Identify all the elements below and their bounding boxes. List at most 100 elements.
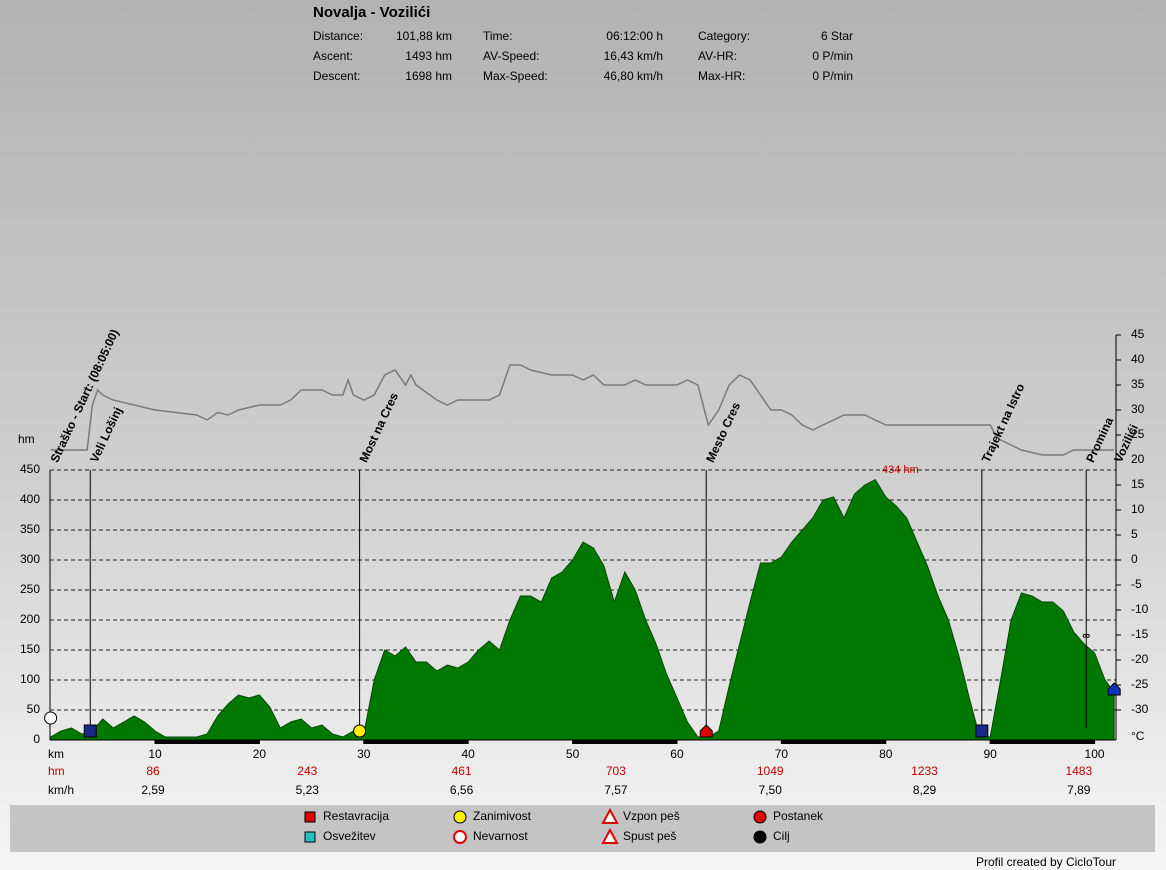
- waypoint-icon: [83, 724, 97, 738]
- speed-row-value: 6,56: [450, 783, 474, 797]
- x-tick-label: 90: [983, 747, 997, 761]
- stat-value: 0 P/min: [812, 49, 853, 63]
- y2-tick-label: -10: [1131, 602, 1149, 616]
- x-axis-band: [990, 740, 1095, 744]
- y-tick-label: 0: [33, 732, 40, 746]
- x-tick-label: 30: [357, 747, 371, 761]
- stat-label: AV-HR:: [698, 49, 737, 63]
- waypoint-icon: [44, 711, 58, 725]
- footer: Profil created by CicloTour: [976, 855, 1116, 869]
- hm-row-value: 461: [452, 764, 472, 778]
- y2-tick-label: 20: [1131, 452, 1145, 466]
- stat-value: 46,80 km/h: [604, 69, 663, 83]
- speed-row-value: 7,57: [604, 783, 628, 797]
- hm-row-value: 243: [297, 764, 317, 778]
- y2-tick-label: 30: [1131, 402, 1145, 416]
- legend-label: Osvežitev: [323, 829, 376, 843]
- speed-row-value: 7,50: [759, 783, 783, 797]
- stat-label: AV-Speed:: [483, 49, 539, 63]
- x-tick-label: 80: [879, 747, 893, 761]
- temperature-line: [50, 364, 1115, 456]
- hm-row-value: 1049: [757, 764, 784, 778]
- y-tick-label: 450: [20, 462, 40, 476]
- stat-label: Time:: [483, 29, 513, 43]
- y-tick-label: 150: [20, 642, 40, 656]
- y2-tick-label: 35: [1131, 377, 1145, 391]
- legend-icon: [453, 810, 467, 824]
- x-axis-band: [154, 740, 260, 744]
- waypoint-icon: ∞: [1082, 630, 1090, 642]
- legend-icon: [453, 830, 467, 844]
- hm-row-value: 1233: [911, 764, 938, 778]
- x-axis-label: km: [48, 747, 64, 761]
- stat-label: Distance:: [313, 29, 363, 43]
- x-tick-label: 70: [775, 747, 789, 761]
- legend-label: Postanek: [773, 809, 824, 823]
- legend-icon: [601, 807, 619, 824]
- y2-tick-label: 10: [1131, 502, 1145, 516]
- y2-tick-label: -5: [1131, 577, 1142, 591]
- stat-value: 0 P/min: [812, 69, 853, 83]
- y-tick-label: 50: [27, 702, 41, 716]
- y2-tick-label: -30: [1131, 702, 1149, 716]
- speed-row-label: km/h: [48, 783, 74, 797]
- legend-label: Restavracija: [323, 809, 389, 823]
- y2-tick-label: -15: [1131, 627, 1149, 641]
- max-annotation: 434 hm: [882, 464, 919, 476]
- hm-row-label: hm: [48, 764, 65, 778]
- hm-row-value: 1483: [1065, 764, 1092, 778]
- stat-label: Category:: [698, 29, 750, 43]
- stat-value: 1698 hm: [405, 69, 452, 83]
- legend-icon: [601, 827, 619, 844]
- x-tick-label: 50: [566, 747, 580, 761]
- y-tick-label: 200: [20, 612, 40, 626]
- y2-tick-label: 15: [1131, 477, 1145, 491]
- legend-label: Nevarnost: [473, 829, 528, 843]
- legend-label: Zanimivost: [473, 809, 532, 823]
- legend-box: [10, 805, 1155, 852]
- waypoint-icon: [1107, 682, 1121, 696]
- elevation-area: [50, 478, 1115, 741]
- y2-tick-label: 5: [1131, 527, 1138, 541]
- x-axis-band: [363, 740, 469, 744]
- y-tick-label: 250: [20, 582, 40, 596]
- stat-label: Descent:: [313, 69, 360, 83]
- legend-icon: [753, 830, 767, 844]
- speed-row-value: 5,23: [296, 783, 320, 797]
- waypoint-icon: [699, 724, 713, 738]
- x-tick-label: 60: [670, 747, 684, 761]
- hm-row-value: 86: [146, 764, 160, 778]
- stat-label: Ascent:: [313, 49, 353, 63]
- y-tick-label: 400: [20, 492, 40, 506]
- y2-tick-label: 0: [1131, 552, 1138, 566]
- y-axis-label: hm: [18, 432, 35, 446]
- y2-tick-label: 40: [1131, 352, 1145, 366]
- legend-label: Vzpon peš: [623, 809, 680, 823]
- y2-tick-label: -20: [1131, 652, 1149, 666]
- y2-tick-label: 25: [1131, 427, 1145, 441]
- x-tick-label: 20: [253, 747, 267, 761]
- speed-row-value: 8,29: [913, 783, 937, 797]
- x-axis-band: [572, 740, 677, 744]
- legend-label: Cilj: [773, 829, 790, 843]
- stat-value: 101,88 km: [396, 29, 452, 43]
- y-tick-label: 100: [20, 672, 40, 686]
- speed-row-value: 2,59: [141, 783, 165, 797]
- legend-icon: [304, 831, 316, 843]
- stat-value: 1493 hm: [405, 49, 452, 63]
- hm-row-value: 703: [606, 764, 626, 778]
- x-tick-label: 10: [148, 747, 162, 761]
- stat-label: Max-HR:: [698, 69, 745, 83]
- waypoint-icon: [975, 724, 989, 738]
- chart-title: Novalja - Vozilići: [313, 4, 430, 21]
- speed-row-value: 7,89: [1067, 783, 1091, 797]
- legend-label: Spust peš: [623, 829, 676, 843]
- y2-tick-label: -25: [1131, 677, 1149, 691]
- legend-icon: [753, 810, 767, 824]
- x-axis-band: [781, 740, 886, 744]
- stat-value: 06:12:00 h: [606, 29, 663, 43]
- y2-tick-label: 45: [1131, 327, 1145, 341]
- stat-value: 16,43 km/h: [604, 49, 663, 63]
- y-tick-label: 300: [20, 552, 40, 566]
